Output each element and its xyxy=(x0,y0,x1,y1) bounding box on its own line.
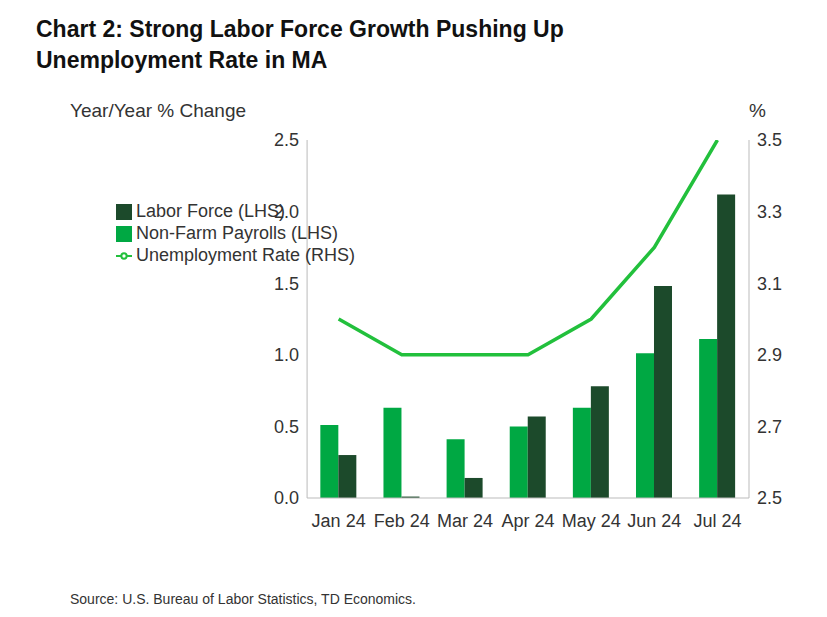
svg-text:Jan 24: Jan 24 xyxy=(312,511,366,531)
svg-text:Apr 24: Apr 24 xyxy=(502,511,555,531)
svg-text:3.5: 3.5 xyxy=(757,130,782,150)
svg-text:Jul 24: Jul 24 xyxy=(693,511,741,531)
svg-text:Jun 24: Jun 24 xyxy=(627,511,681,531)
svg-text:2.5: 2.5 xyxy=(274,130,299,150)
svg-text:1.5: 1.5 xyxy=(274,274,299,294)
svg-text:Feb 24: Feb 24 xyxy=(374,511,430,531)
svg-text:3.1: 3.1 xyxy=(757,274,782,294)
svg-text:2.5: 2.5 xyxy=(757,488,782,508)
svg-text:Mar 24: Mar 24 xyxy=(437,511,493,531)
svg-text:1.0: 1.0 xyxy=(274,345,299,365)
svg-text:2.9: 2.9 xyxy=(757,345,782,365)
svg-text:0.0: 0.0 xyxy=(274,488,299,508)
svg-text:May 24: May 24 xyxy=(562,511,621,531)
svg-text:2.0: 2.0 xyxy=(274,202,299,222)
svg-text:2.7: 2.7 xyxy=(757,417,782,437)
svg-text:3.3: 3.3 xyxy=(757,202,782,222)
svg-text:0.5: 0.5 xyxy=(274,417,299,437)
